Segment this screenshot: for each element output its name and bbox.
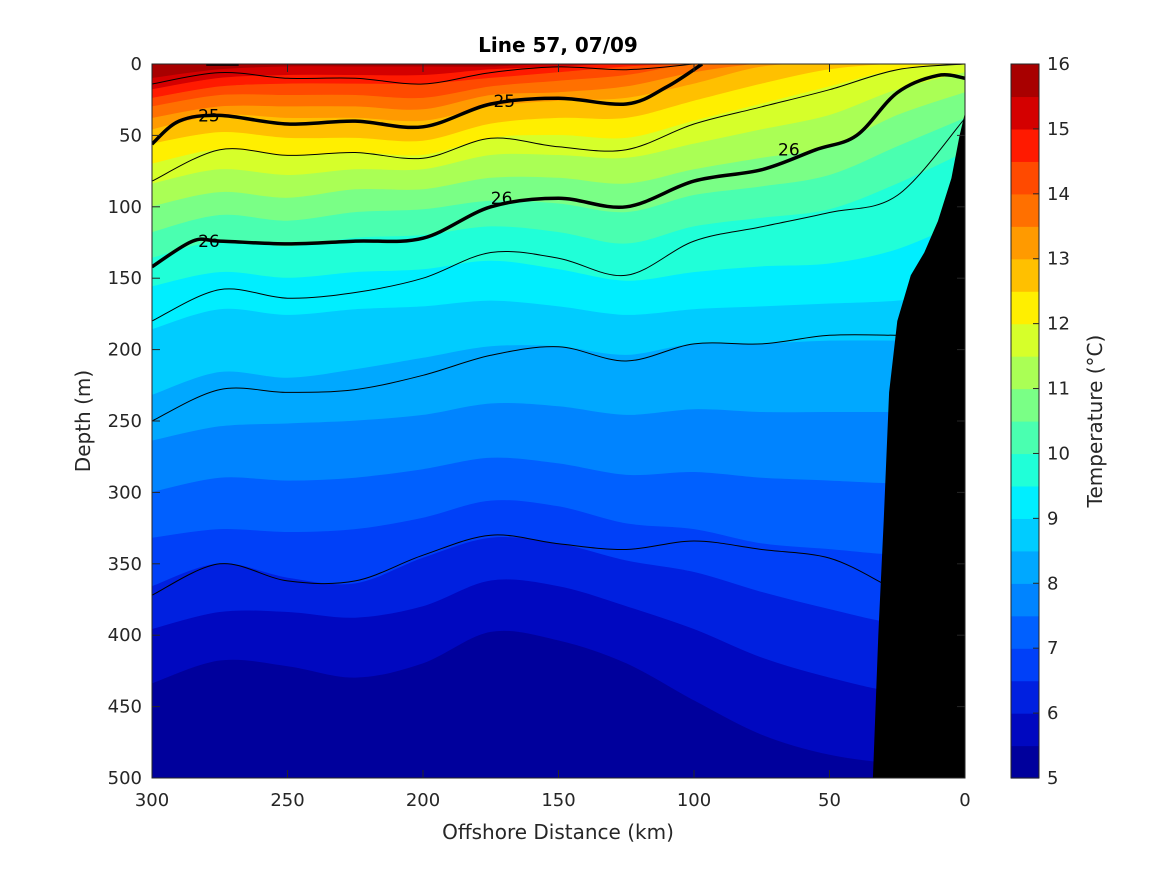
- y-axis-label: Depth (m): [71, 370, 95, 472]
- contour-label-text: 25: [198, 106, 220, 126]
- thin-contour-3: [152, 64, 965, 182]
- temperature-fill-layer: [152, 64, 965, 778]
- colorbar-tick-label-13: 13: [1047, 249, 1070, 270]
- colorbar-swatch-6.5: [1011, 648, 1039, 682]
- contour-label-4: 26: [778, 141, 800, 161]
- colorbar-tick-label-8: 8: [1047, 573, 1058, 594]
- colorbar-swatch-13.5: [1011, 193, 1039, 227]
- seafloor-bathymetry: [872, 64, 965, 778]
- x-tick-label-0: 0: [959, 790, 970, 811]
- colorbar-tick-label-11: 11: [1047, 379, 1070, 400]
- colorbar-swatch-9.5: [1011, 453, 1039, 487]
- contour-label-layer: 25 25 26 26 26: [198, 92, 800, 252]
- colorbar-swatch-5.5: [1011, 713, 1039, 747]
- x-tick-label-300: 300: [135, 790, 169, 811]
- colorbar-frame: [1010, 63, 1040, 779]
- y-tick-label-150: 150: [108, 268, 142, 289]
- y-tick-label-500: 500: [108, 768, 142, 789]
- colorbar-swatch-10: [1011, 421, 1039, 455]
- y-tick-label-0: 0: [131, 54, 142, 75]
- colorbar-tick-label-5: 5: [1047, 768, 1058, 789]
- contour-label-text: 26: [198, 232, 220, 252]
- contour-26-2: [152, 73, 965, 269]
- colorbar-swatch-7: [1011, 615, 1039, 649]
- y-tick-label-250: 250: [108, 411, 142, 432]
- contour-label-1: 25: [493, 92, 515, 112]
- colorbar-tick-label-16: 16: [1047, 54, 1070, 75]
- colorbar-swatch-13: [1011, 226, 1039, 260]
- y-tick-label-300: 300: [108, 482, 142, 503]
- y-tick-label-100: 100: [108, 197, 142, 218]
- colorbar-tick-label-14: 14: [1047, 184, 1070, 205]
- colorbar-swatch-7.5: [1011, 583, 1039, 617]
- colorbar-swatch-8: [1011, 550, 1039, 584]
- colorbar-swatch-9: [1011, 485, 1039, 519]
- contour-label-text: 26: [491, 189, 513, 209]
- thin-contour-2: [152, 117, 965, 322]
- x-tick-label-150: 150: [541, 790, 575, 811]
- y-tick-label-50: 50: [119, 125, 142, 146]
- colorbar-tick-label-10: 10: [1047, 443, 1070, 464]
- colorbar-swatch-11: [1011, 356, 1039, 390]
- thin-contour-4: [152, 64, 695, 85]
- contour-label-3: 26: [491, 189, 513, 209]
- y-tick-label-450: 450: [108, 697, 142, 718]
- colorbar-label: Temperature (°C): [1083, 335, 1107, 509]
- x-tick-label-100: 100: [677, 790, 711, 811]
- x-tick-label-50: 50: [818, 790, 841, 811]
- contour-label-text: 26: [778, 141, 800, 161]
- contour-25-0: [152, 64, 704, 146]
- colorbar-swatch-11.5: [1011, 323, 1039, 357]
- colorbar-tick-label-6: 6: [1047, 703, 1058, 724]
- colorbar-tick-label-7: 7: [1047, 638, 1058, 659]
- colorbar-swatch-6: [1011, 680, 1039, 714]
- contour-label-2: 26: [198, 232, 220, 252]
- colorbar-swatch-5: [1011, 745, 1039, 779]
- colorbar-tick-label-12: 12: [1047, 314, 1070, 335]
- x-tick-label-200: 200: [406, 790, 440, 811]
- colorbar-swatch-15: [1011, 96, 1039, 130]
- contour-label-text: 25: [493, 92, 515, 112]
- x-tick-label-250: 250: [270, 790, 304, 811]
- colorbar-swatch-10.5: [1011, 388, 1039, 422]
- thin-contour-0: [152, 334, 898, 422]
- thin-contour-1: [152, 534, 884, 596]
- colorbar-swatch-14.5: [1011, 128, 1039, 162]
- x-axis: 300 250 200 150 100 50 0: [135, 64, 971, 811]
- contour-label-0: 25: [198, 106, 220, 126]
- colorbar-tick-label-15: 15: [1047, 119, 1070, 140]
- y-axis: 0 50 100 150 200 250 300 350 400 450 500: [108, 54, 965, 789]
- x-axis-label: Offshore Distance (km): [442, 820, 674, 844]
- y-tick-label-200: 200: [108, 340, 142, 361]
- colorbar: 5 6 7 8 9 10 11 12 13 14 15 16: [1010, 54, 1070, 789]
- colorbar-swatch-12: [1011, 291, 1039, 325]
- temp-band-5: [152, 630, 965, 778]
- y-tick-label-400: 400: [108, 625, 142, 646]
- chart-title: Line 57, 07/09: [478, 33, 638, 57]
- colorbar-swatch-8.5: [1011, 518, 1039, 552]
- colorbar-swatch-12.5: [1011, 258, 1039, 292]
- colorbar-tick-label-9: 9: [1047, 508, 1058, 529]
- seafloor-shape: [872, 64, 965, 778]
- y-tick-label-350: 350: [108, 554, 142, 575]
- colorbar-swatch-14: [1011, 161, 1039, 195]
- colorbar-swatch-15.5: [1011, 64, 1039, 98]
- density-contour-layer: [152, 64, 965, 596]
